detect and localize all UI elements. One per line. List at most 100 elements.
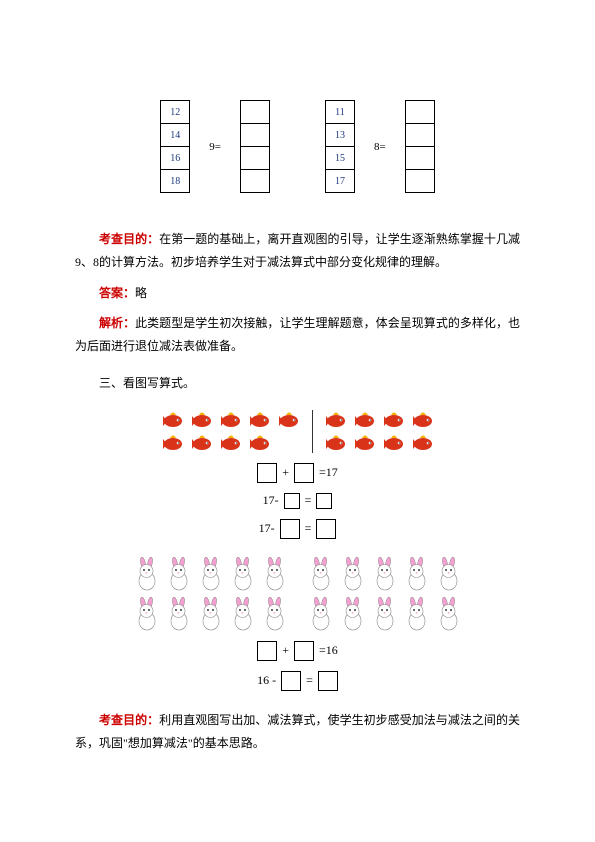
eq-line: + =17 [257,463,338,483]
rabbit-icon [403,597,431,631]
cell: 15 [326,146,354,169]
answer-text: 略 [135,286,147,300]
rabbit-icon [435,597,463,631]
icon-row [307,597,463,631]
purpose-label: 考查目的： [99,713,159,727]
cell [406,123,434,146]
col-c: 11 13 15 17 [325,100,355,193]
blank-box[interactable] [284,493,300,509]
fish-icon [247,410,273,430]
eq-prefix: 17- [263,493,279,508]
icon-row [133,557,289,591]
icon-row [133,597,289,631]
rabbit-icon [133,557,161,591]
cell: 13 [326,123,354,146]
section-3-title: 三、看图写算式。 [75,372,520,395]
rabbit-icon [261,597,289,631]
fish-icon [410,433,436,453]
col-d [405,100,435,193]
fish-icon [381,410,407,430]
fish-icon [323,433,349,453]
fish-figure [75,410,520,453]
fish-icon [276,410,302,430]
blank-box[interactable] [294,641,314,661]
cell [241,146,269,169]
eq-result: =16 [319,643,338,658]
blank-box[interactable] [294,463,314,483]
cell: 18 [161,169,189,192]
fish-icon [352,410,378,430]
fish-icon [410,410,436,430]
cell [406,146,434,169]
blank-box[interactable] [280,519,300,539]
fish-icon [218,433,244,453]
cell [241,123,269,146]
cell: 14 [161,123,189,146]
blank-box[interactable] [257,641,277,661]
cell: 17 [326,169,354,192]
fish-icon [160,433,186,453]
analysis-text: 此类题型是学生初次接触，让学生理解题意，体会呈现算式的多样化，也为后面进行退位减… [75,316,520,353]
divider [312,410,313,453]
section-3-text: 三、看图写算式。 [99,376,195,390]
rabbit-icon [403,557,431,591]
answer-label: 答案： [99,286,135,300]
icon-row [160,410,302,430]
plus-text: + [282,465,289,480]
cell: 16 [161,146,189,169]
blank-box[interactable] [316,519,336,539]
blank-box[interactable] [318,671,338,691]
fish-icon [189,433,215,453]
eq-prefix: 17- [259,521,275,536]
fish-equations: + =17 17- = 17- = [75,463,520,539]
rabbit-left [133,557,289,631]
rabbit-icon [261,557,289,591]
cell [406,101,434,123]
rabbit-icon [197,597,225,631]
rabbit-icon [435,557,463,591]
eq-line: 17- = [263,493,333,509]
cell [241,101,269,123]
analysis-1: 解析：此类题型是学生初次接触，让学生理解题意，体会呈现算式的多样化，也为后面进行… [75,312,520,358]
purpose-1: 考查目的：在第一题的基础上，离开直观图的引导，让学生逐渐熟练掌握十几减9、8的计… [75,228,520,274]
blank-box[interactable] [281,671,301,691]
rabbit-equations: + =16 16 - = [75,641,520,691]
rabbit-icon [197,557,225,591]
eq-prefix: 16 - [257,673,276,688]
minus-8: 8= [374,141,386,153]
eq-line: 16 - = [257,671,338,691]
col-a: 12 14 16 18 [160,100,190,193]
purpose-2: 考查目的：利用直观图写出加、减法算式，使学生初步感受加法与减法之间的关系，巩固"… [75,709,520,755]
eq-mid: = [305,493,312,508]
icon-row [307,557,463,591]
analysis-label: 解析： [99,316,135,330]
rabbit-icon [371,557,399,591]
eq-line: 17- = [259,519,337,539]
rabbit-icon [229,597,257,631]
fish-icon [323,410,349,430]
rabbit-right [307,557,463,631]
purpose-label: 考查目的： [99,232,159,246]
rabbit-icon [165,557,193,591]
rabbit-icon [229,557,257,591]
fish-icon [247,433,273,453]
rabbit-icon [371,597,399,631]
rabbit-figure [75,557,520,631]
fish-icon [160,410,186,430]
fish-icon [352,433,378,453]
rabbit-icon [307,597,335,631]
eq-result: =17 [319,465,338,480]
eq-mid: = [306,673,313,688]
icon-row [323,410,436,430]
rabbit-icon [339,597,367,631]
fish-right [317,410,442,453]
fish-left [154,410,308,453]
blank-box[interactable] [316,493,332,509]
icon-row [160,433,302,453]
number-tables: 12 14 16 18 9= 11 13 15 17 8= [75,100,520,193]
eq-mid: = [305,521,312,536]
rabbit-icon [307,557,335,591]
blank-box[interactable] [257,463,277,483]
rabbit-icon [133,597,161,631]
fish-icon [218,410,244,430]
